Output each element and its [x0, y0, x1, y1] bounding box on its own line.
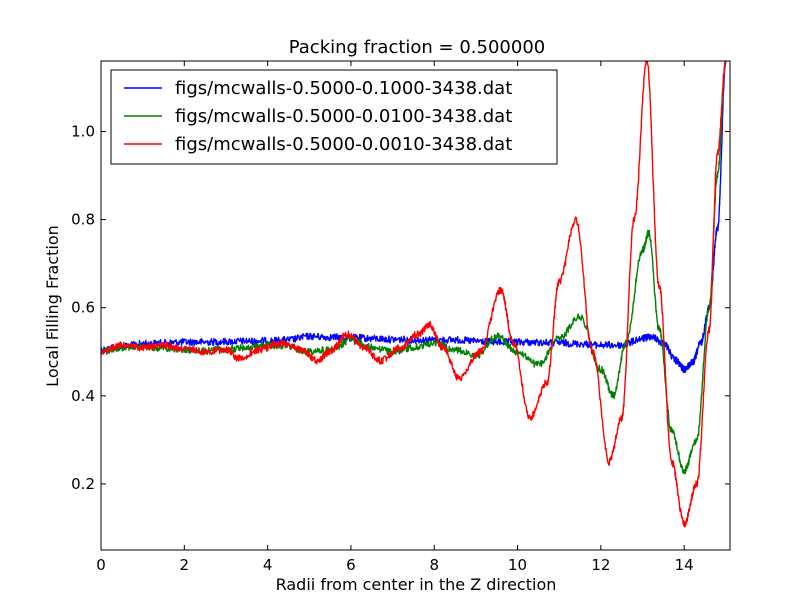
ticks-layer: 0 2 4 6 8 10 12 14 0.2 0.4 0.6 0.8 1.0 [71, 61, 730, 574]
series-layer [101, 61, 727, 528]
chart-title: Packing fraction = 0.500000 [289, 37, 546, 58]
y-axis-label: Local Filling Fraction [43, 225, 62, 387]
legend: figs/mcwalls-0.5000-0.1000-3438.dat figs/… [110, 69, 558, 165]
y-tick-label: 0.4 [71, 387, 95, 405]
legend-label-3: figs/mcwalls-0.5000-0.0010-3438.dat [175, 134, 512, 155]
x-tick-label: 6 [346, 556, 356, 574]
y-tick-label: 1.0 [71, 122, 95, 140]
legend-label-2: figs/mcwalls-0.5000-0.0100-3438.dat [175, 106, 512, 127]
legend-box [110, 69, 558, 165]
x-tick-label: 4 [263, 556, 273, 574]
x-tick-label: 14 [675, 556, 694, 574]
x-tick-label: 2 [180, 556, 190, 574]
y-tick-label: 0.8 [71, 211, 95, 229]
legend-label-1: figs/mcwalls-0.5000-0.1000-3438.dat [175, 78, 512, 99]
series-line-3 [101, 61, 727, 528]
x-tick-label: 10 [508, 556, 527, 574]
x-axis-label: Radii from center in the Z direction [276, 575, 557, 594]
plot-frame [100, 60, 731, 551]
x-tick-label: 8 [429, 556, 439, 574]
y-tick-label: 0.6 [71, 299, 95, 317]
x-tick-label: 12 [591, 556, 610, 574]
x-tick-label: 0 [96, 556, 106, 574]
series-line-1 [101, 61, 727, 374]
y-tick-label: 0.2 [71, 475, 95, 493]
